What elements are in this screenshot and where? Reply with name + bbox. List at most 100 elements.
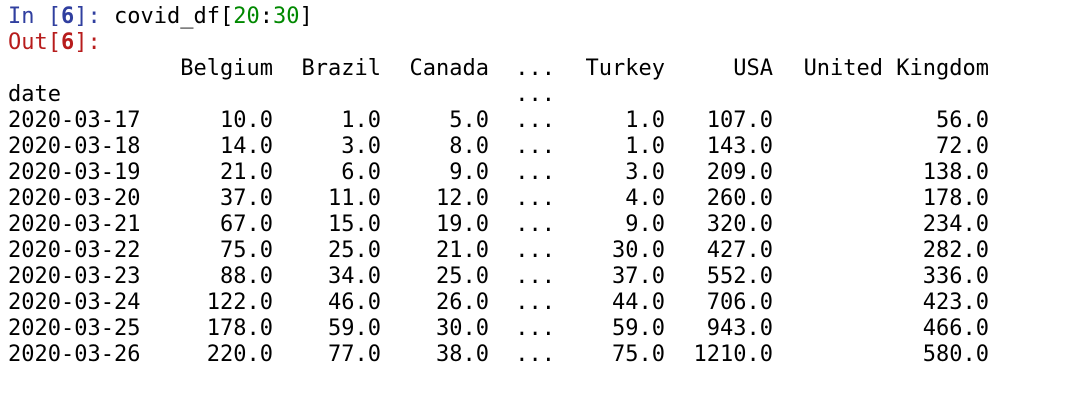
cell-date: 2020-03-21 [8,212,141,237]
cell-date: 2020-03-26 [8,342,141,367]
input-exec-count: 6 [60,4,75,29]
cell-turkey: 75.0 [612,342,665,367]
cell-brazil: 59.0 [328,316,381,341]
cell-date: 2020-03-24 [8,290,141,315]
cell-belgium: 10.0 [220,108,273,133]
column-header-brazil: Brazil [301,56,381,81]
cell-brazil: 34.0 [328,264,381,289]
cell-belgium: 67.0 [220,212,273,237]
cell-turkey: 59.0 [612,316,665,341]
cell-united-kingdom: 234.0 [922,212,989,237]
cell-ellipsis: ... [515,134,555,159]
code-prefix: covid_df[ [113,4,234,29]
cell-united-kingdom: 466.0 [922,316,989,341]
code-colon: : [259,4,273,29]
column-header-ellipsis: ... [515,56,555,81]
table-row: 2020-03-20 37.0 11.0 12.0... 4.0 260.0 178.0 [8,186,1072,212]
index-name: date [8,82,61,107]
input-prompt-label: In [ [8,4,61,29]
cell-ellipsis: ... [515,212,555,237]
cell-ellipsis: ... [515,186,555,211]
cell-united-kingdom: 138.0 [922,160,989,185]
cell-turkey: 44.0 [612,290,665,315]
cell-ellipsis: ... [515,290,555,315]
cell-usa: 706.0 [706,290,773,315]
dataframe-output: Belgium Brazil Canada ... Turkey USA Uni… [8,56,1072,368]
cell-belgium: 88.0 [220,264,273,289]
cell-turkey: 1.0 [625,108,665,133]
code-start: 20 [233,4,260,29]
cell-belgium: 21.0 [220,160,273,185]
cell-usa: 209.0 [706,160,773,185]
cell-usa: 107.0 [706,108,773,133]
table-body: 2020-03-17 10.0 1.0 5.0... 1.0 107.0 56.0 2020-… [8,108,1072,368]
cell-belgium: 220.0 [206,342,273,367]
cell-brazil: 3.0 [341,134,381,159]
output-line: Out[6]: [8,30,1072,56]
table-row: 2020-03-19 21.0 6.0 9.0... 3.0 209.0 138.0 [8,160,1072,186]
cell-canada: 8.0 [449,134,489,159]
table-row: 2020-03-25 178.0 59.0 30.0... 59.0 943.0 466.0 [8,316,1072,342]
cell-usa: 143.0 [706,134,773,159]
cell-united-kingdom: 178.0 [922,186,989,211]
input-line[interactable]: In [6]: covid_df[20:30] [8,4,1072,30]
code-end: 30 [272,4,300,29]
cell-brazil: 77.0 [328,342,381,367]
cell-brazil: 11.0 [328,186,381,211]
cell-belgium: 75.0 [220,238,273,263]
cell-ellipsis: ... [515,108,555,133]
cell-belgium: 178.0 [206,316,273,341]
cell-usa: 320.0 [706,212,773,237]
cell-usa: 552.0 [706,264,773,289]
column-header-turkey: Turkey [585,56,665,81]
cell-canada: 9.0 [449,160,489,185]
cell-belgium: 122.0 [206,290,273,315]
table-row: 2020-03-22 75.0 25.0 21.0... 30.0 427.0 282.0 [8,238,1072,264]
cell-date: 2020-03-20 [8,186,141,211]
cell-canada: 19.0 [436,212,489,237]
cell-canada: 26.0 [436,290,489,315]
cell-date: 2020-03-18 [8,134,141,159]
cell-united-kingdom: 282.0 [922,238,989,263]
code-suffix: ] [299,4,313,29]
column-header-united-kingdom: United Kingdom [803,56,989,81]
cell-belgium: 14.0 [220,134,273,159]
cell-canada: 38.0 [436,342,489,367]
cell-brazil: 6.0 [341,160,381,185]
cell-united-kingdom: 56.0 [936,108,989,133]
table-header-row: Belgium Brazil Canada ... Turkey USA Uni… [8,56,1072,82]
cell-usa: 260.0 [706,186,773,211]
cell-turkey: 1.0 [625,134,665,159]
cell-turkey: 37.0 [612,264,665,289]
cell-united-kingdom: 72.0 [936,134,989,159]
cell-date: 2020-03-17 [8,108,141,133]
cell-ellipsis: ... [515,316,555,341]
table-row: 2020-03-17 10.0 1.0 5.0... 1.0 107.0 56.0 [8,108,1072,134]
cell-canada: 12.0 [436,186,489,211]
cell-date: 2020-03-22 [8,238,141,263]
table-row: 2020-03-18 14.0 3.0 8.0... 1.0 143.0 72.0 [8,134,1072,160]
table-row: 2020-03-23 88.0 34.0 25.0... 37.0 552.0 336.0 [8,264,1072,290]
cell-turkey: 3.0 [625,160,665,185]
cell-date: 2020-03-25 [8,316,141,341]
cell-turkey: 30.0 [612,238,665,263]
column-header-canada: Canada [409,56,489,81]
table-row: 2020-03-26 220.0 77.0 38.0... 75.0 1210.0 580.… [8,342,1072,368]
column-header-usa: USA [733,56,773,81]
output-exec-count: 6 [60,30,75,55]
cell-turkey: 4.0 [625,186,665,211]
cell-canada: 25.0 [436,264,489,289]
cell-canada: 21.0 [436,238,489,263]
notebook-cell: In [6]: covid_df[20:30] Out[6]: Belgium … [8,4,1072,368]
index-name-ellipsis: ... [515,82,555,107]
output-prompt-close: ]: [74,30,101,55]
cell-usa: 943.0 [706,316,773,341]
cell-date: 2020-03-19 [8,160,141,185]
cell-united-kingdom: 580.0 [922,342,989,367]
cell-belgium: 37.0 [220,186,273,211]
cell-brazil: 46.0 [328,290,381,315]
cell-brazil: 25.0 [328,238,381,263]
cell-ellipsis: ... [515,342,555,367]
input-prompt-close: ]: [74,4,101,29]
cell-canada: 30.0 [436,316,489,341]
